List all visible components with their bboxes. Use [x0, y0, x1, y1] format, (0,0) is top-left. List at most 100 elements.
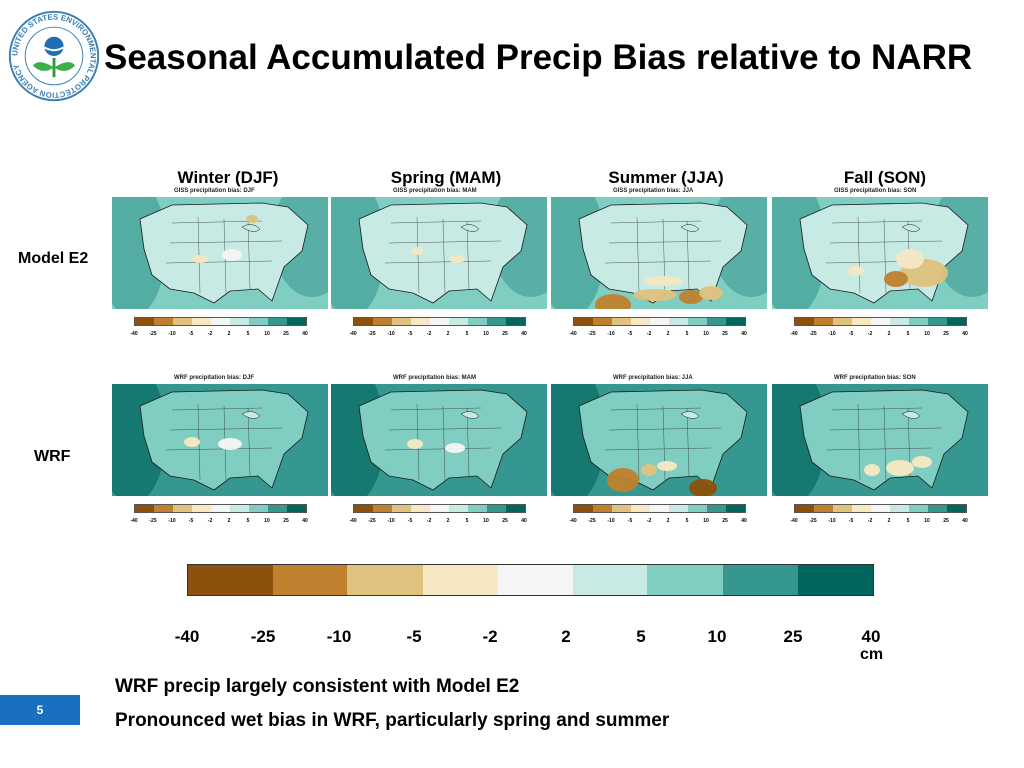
wrf-jja-bias-map	[551, 384, 767, 496]
panel-colorbar-swatch	[135, 505, 154, 512]
panel-colorbar-labels: -40 -25 -10 -5 -2 2 5 10 25 40	[331, 331, 547, 339]
row-label-wrf: WRF	[34, 448, 71, 465]
panel-colorbar	[794, 317, 967, 326]
panel-colorbar-swatch	[669, 505, 688, 512]
panel-colorbar-tick-label: -25	[368, 331, 376, 337]
legend-colorbar	[187, 564, 874, 596]
panel-colorbar-swatch	[909, 318, 928, 325]
panel-colorbar-tick-label: -40	[349, 518, 357, 524]
panel-colorbar-tick-label: -2	[646, 518, 652, 524]
legend-tick-label: -5	[406, 627, 422, 646]
slide-title: Seasonal Accumulated Precip Bias relativ…	[104, 38, 973, 77]
giss-mam-panel: GISS precipitation bias: MAM -40 -25 -10 -5-…	[331, 188, 547, 348]
panel-colorbar-swatch	[928, 505, 947, 512]
legend-tick-label: 10	[707, 627, 727, 646]
season-label-summer: Summer (JJA)	[608, 168, 724, 187]
panel-colorbar-swatch	[249, 318, 268, 325]
panel-colorbar-tick-label: -40	[130, 518, 138, 524]
panel-colorbar-tick-label: -5	[407, 331, 413, 337]
panel-colorbar-tick-label: -10	[828, 518, 836, 524]
wrf-son-bias-map	[772, 384, 988, 496]
panel-colorbar-tick-label: -10	[607, 518, 615, 524]
panel-colorbar-swatch	[871, 505, 890, 512]
legend-colorbar-swatch	[647, 565, 723, 595]
panel-colorbar-swatch	[268, 318, 287, 325]
legend-tick-label: -40	[174, 627, 200, 646]
panel-colorbar-swatch	[909, 505, 928, 512]
legend-tick-label: 25	[783, 627, 803, 646]
panel-colorbar	[134, 317, 307, 326]
panel-colorbar-tick-label: 2	[887, 518, 891, 524]
panel-colorbar-tick-label: -10	[387, 518, 395, 524]
panel-colorbar-swatch	[173, 318, 192, 325]
panel-colorbar-swatch	[154, 318, 173, 325]
wrf-djf-panel: WRF precipitation bias: DJF -40 -25 -10 -5 -2…	[112, 375, 328, 535]
panel-colorbar-tick-label: -2	[426, 518, 432, 524]
panel-colorbar-swatch	[795, 318, 814, 325]
wrf-mam-panel: WRF precipitation bias: MAM -40 -25 -10 -5 -2…	[331, 375, 547, 535]
panel-colorbar-tick-label: 10	[703, 331, 709, 337]
panel-colorbar-tick-label: 25	[502, 331, 508, 337]
panel-colorbar-tick-label: -10	[387, 331, 395, 337]
panel-colorbar-labels: -40 -25 -10 -5 -2 2 5 10 25 40	[551, 331, 767, 339]
panel-colorbar-swatch	[669, 318, 688, 325]
panel-colorbar-tick-label: 10	[924, 331, 930, 337]
panel-colorbar-swatch	[852, 505, 871, 512]
panel-colorbar-labels: -40 -25 -10 -5 -2 2 5 10 25 40	[112, 518, 328, 526]
panel-colorbar-tick-label: -25	[809, 518, 817, 524]
panel-colorbar-tick-label: -5	[188, 331, 194, 337]
legend-colorbar-swatch	[423, 565, 498, 595]
panel-colorbar-tick-label: 2	[446, 331, 450, 337]
giss-son-panel: GISS precipitation bias: SON -40 -25 -10 -5-…	[772, 188, 988, 348]
panel-colorbar-swatch	[449, 505, 468, 512]
panel-colorbar-tick-label: -5	[627, 518, 633, 524]
panel-title: GISS precipitation bias: DJF	[174, 188, 255, 194]
panel-colorbar-swatch	[468, 505, 487, 512]
panel-colorbar-swatch	[814, 505, 833, 512]
legend-colorbar-swatch	[188, 565, 273, 595]
row-label-model-e2: Model E2	[18, 250, 89, 267]
note-wet-bias: Pronounced wet bias in WRF, particularly…	[115, 710, 670, 731]
panel-colorbar-swatch	[688, 318, 707, 325]
panel-colorbar-labels: -40 -25 -10 -5 -2 2 5 10 25 40	[112, 331, 328, 339]
panel-colorbar-tick-label: -25	[149, 518, 157, 524]
panel-colorbar-tick-label: -40	[569, 518, 577, 524]
panel-colorbar-tick-label: -5	[188, 518, 194, 524]
panel-colorbar-tick-label: -25	[588, 518, 596, 524]
panel-colorbar-swatch	[430, 318, 449, 325]
panel-colorbar-tick-label: 40	[741, 518, 747, 524]
legend-tick-label: -10	[326, 627, 352, 646]
wrf-jja-panel: WRF precipitation bias: JJA -40 -25 -10 -5 -2…	[551, 375, 767, 535]
panel-colorbar-tick-label: 5	[906, 331, 910, 337]
panel-colorbar-swatch	[871, 318, 890, 325]
panel-colorbar-tick-label: -2	[867, 331, 873, 337]
panel-colorbar-swatch	[249, 505, 268, 512]
panel-colorbar-swatch	[631, 505, 650, 512]
legend-tick-label: 40	[861, 627, 881, 646]
panel-colorbar-tick-label: -40	[790, 331, 798, 337]
panel-colorbar-swatch	[449, 318, 468, 325]
season-label-spring: Spring (MAM)	[390, 168, 502, 187]
panel-colorbar-tick-label: -10	[168, 331, 176, 337]
panel-colorbar-tick-label: -40	[790, 518, 798, 524]
panel-colorbar-labels: -40 -25 -10 -5 -2 2 5 10 25 40	[551, 518, 767, 526]
panel-colorbar-tick-label: 40	[962, 331, 968, 337]
panel-colorbar-swatch	[890, 318, 909, 325]
panel-colorbar-swatch	[173, 505, 192, 512]
panel-colorbar-tick-label: 10	[264, 518, 270, 524]
panel-colorbar-swatch	[506, 318, 525, 325]
panel-colorbar-swatch	[230, 318, 249, 325]
panel-colorbar-tick-label: -2	[867, 518, 873, 524]
panel-colorbar-swatch	[593, 505, 612, 512]
wrf-mam-bias-map	[331, 384, 547, 496]
panel-colorbar-tick-label: -25	[588, 331, 596, 337]
legend-colorbar-labels: -40 -25 -10 -5 -2 2 5 10 25 40	[0, 627, 1024, 651]
panel-colorbar-tick-label: 10	[483, 518, 489, 524]
panel-colorbar-swatch	[593, 318, 612, 325]
panel-colorbar-tick-label: -10	[607, 331, 615, 337]
panel-colorbar-tick-label: 25	[283, 518, 289, 524]
season-label-fall: Fall (SON)	[843, 168, 927, 187]
panel-colorbar-tick-label: -5	[627, 331, 633, 337]
panel-colorbar-swatch	[192, 318, 211, 325]
panel-colorbar-tick-label: 40	[741, 331, 747, 337]
